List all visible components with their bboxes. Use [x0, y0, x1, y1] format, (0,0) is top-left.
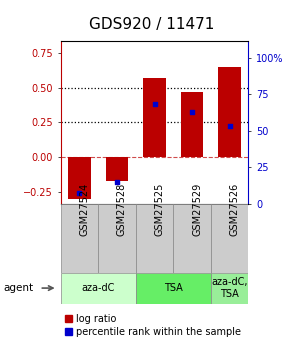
Text: GSM27528: GSM27528 [117, 183, 127, 236]
Point [115, 179, 119, 185]
Bar [136, 204, 173, 273]
Bar [136, 273, 211, 304]
Text: GSM27525: GSM27525 [155, 183, 165, 236]
Bar [218, 67, 241, 157]
Bar [61, 204, 98, 273]
Bar [211, 273, 248, 304]
Bar [211, 204, 248, 273]
Text: GSM27524: GSM27524 [79, 183, 89, 236]
Text: agent: agent [3, 283, 33, 293]
Bar [143, 78, 166, 157]
Bar [61, 273, 136, 304]
Point [190, 109, 195, 115]
Text: aza-dC: aza-dC [82, 283, 115, 293]
Bar [98, 204, 136, 273]
Point [227, 124, 232, 129]
Text: aza-dC,
TSA: aza-dC, TSA [211, 277, 248, 299]
Bar [181, 92, 203, 157]
Point [77, 190, 82, 196]
Text: GSM27529: GSM27529 [192, 183, 202, 236]
Text: GSM27526: GSM27526 [230, 183, 240, 236]
Text: TSA: TSA [164, 283, 183, 293]
Point [152, 101, 157, 107]
Legend: log ratio, percentile rank within the sample: log ratio, percentile rank within the sa… [65, 314, 241, 337]
Bar [68, 157, 91, 199]
Bar [106, 157, 128, 181]
Bar [173, 204, 211, 273]
Text: GDS920 / 11471: GDS920 / 11471 [89, 17, 214, 32]
